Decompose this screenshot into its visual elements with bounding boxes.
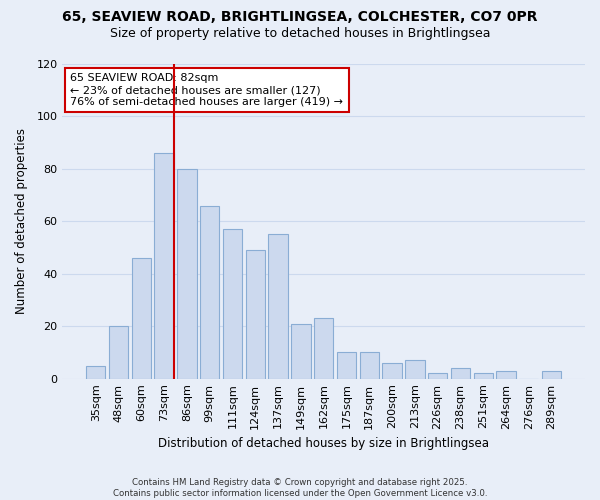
Bar: [337, 352, 356, 378]
Bar: [154, 153, 174, 378]
Bar: [200, 206, 220, 378]
Bar: [131, 258, 151, 378]
X-axis label: Distribution of detached houses by size in Brightlingsea: Distribution of detached houses by size …: [158, 437, 489, 450]
Bar: [177, 169, 197, 378]
Bar: [405, 360, 425, 378]
Y-axis label: Number of detached properties: Number of detached properties: [15, 128, 28, 314]
Bar: [291, 324, 311, 378]
Text: 65, SEAVIEW ROAD, BRIGHTLINGSEA, COLCHESTER, CO7 0PR: 65, SEAVIEW ROAD, BRIGHTLINGSEA, COLCHES…: [62, 10, 538, 24]
Text: Contains HM Land Registry data © Crown copyright and database right 2025.
Contai: Contains HM Land Registry data © Crown c…: [113, 478, 487, 498]
Text: 65 SEAVIEW ROAD: 82sqm
← 23% of detached houses are smaller (127)
76% of semi-de: 65 SEAVIEW ROAD: 82sqm ← 23% of detached…: [70, 74, 343, 106]
Bar: [109, 326, 128, 378]
Bar: [223, 229, 242, 378]
Bar: [496, 371, 515, 378]
Bar: [268, 234, 288, 378]
Bar: [359, 352, 379, 378]
Bar: [451, 368, 470, 378]
Bar: [428, 374, 447, 378]
Bar: [473, 374, 493, 378]
Text: Size of property relative to detached houses in Brightlingsea: Size of property relative to detached ho…: [110, 28, 490, 40]
Bar: [86, 366, 106, 378]
Bar: [245, 250, 265, 378]
Bar: [542, 371, 561, 378]
Bar: [314, 318, 334, 378]
Bar: [382, 363, 402, 378]
